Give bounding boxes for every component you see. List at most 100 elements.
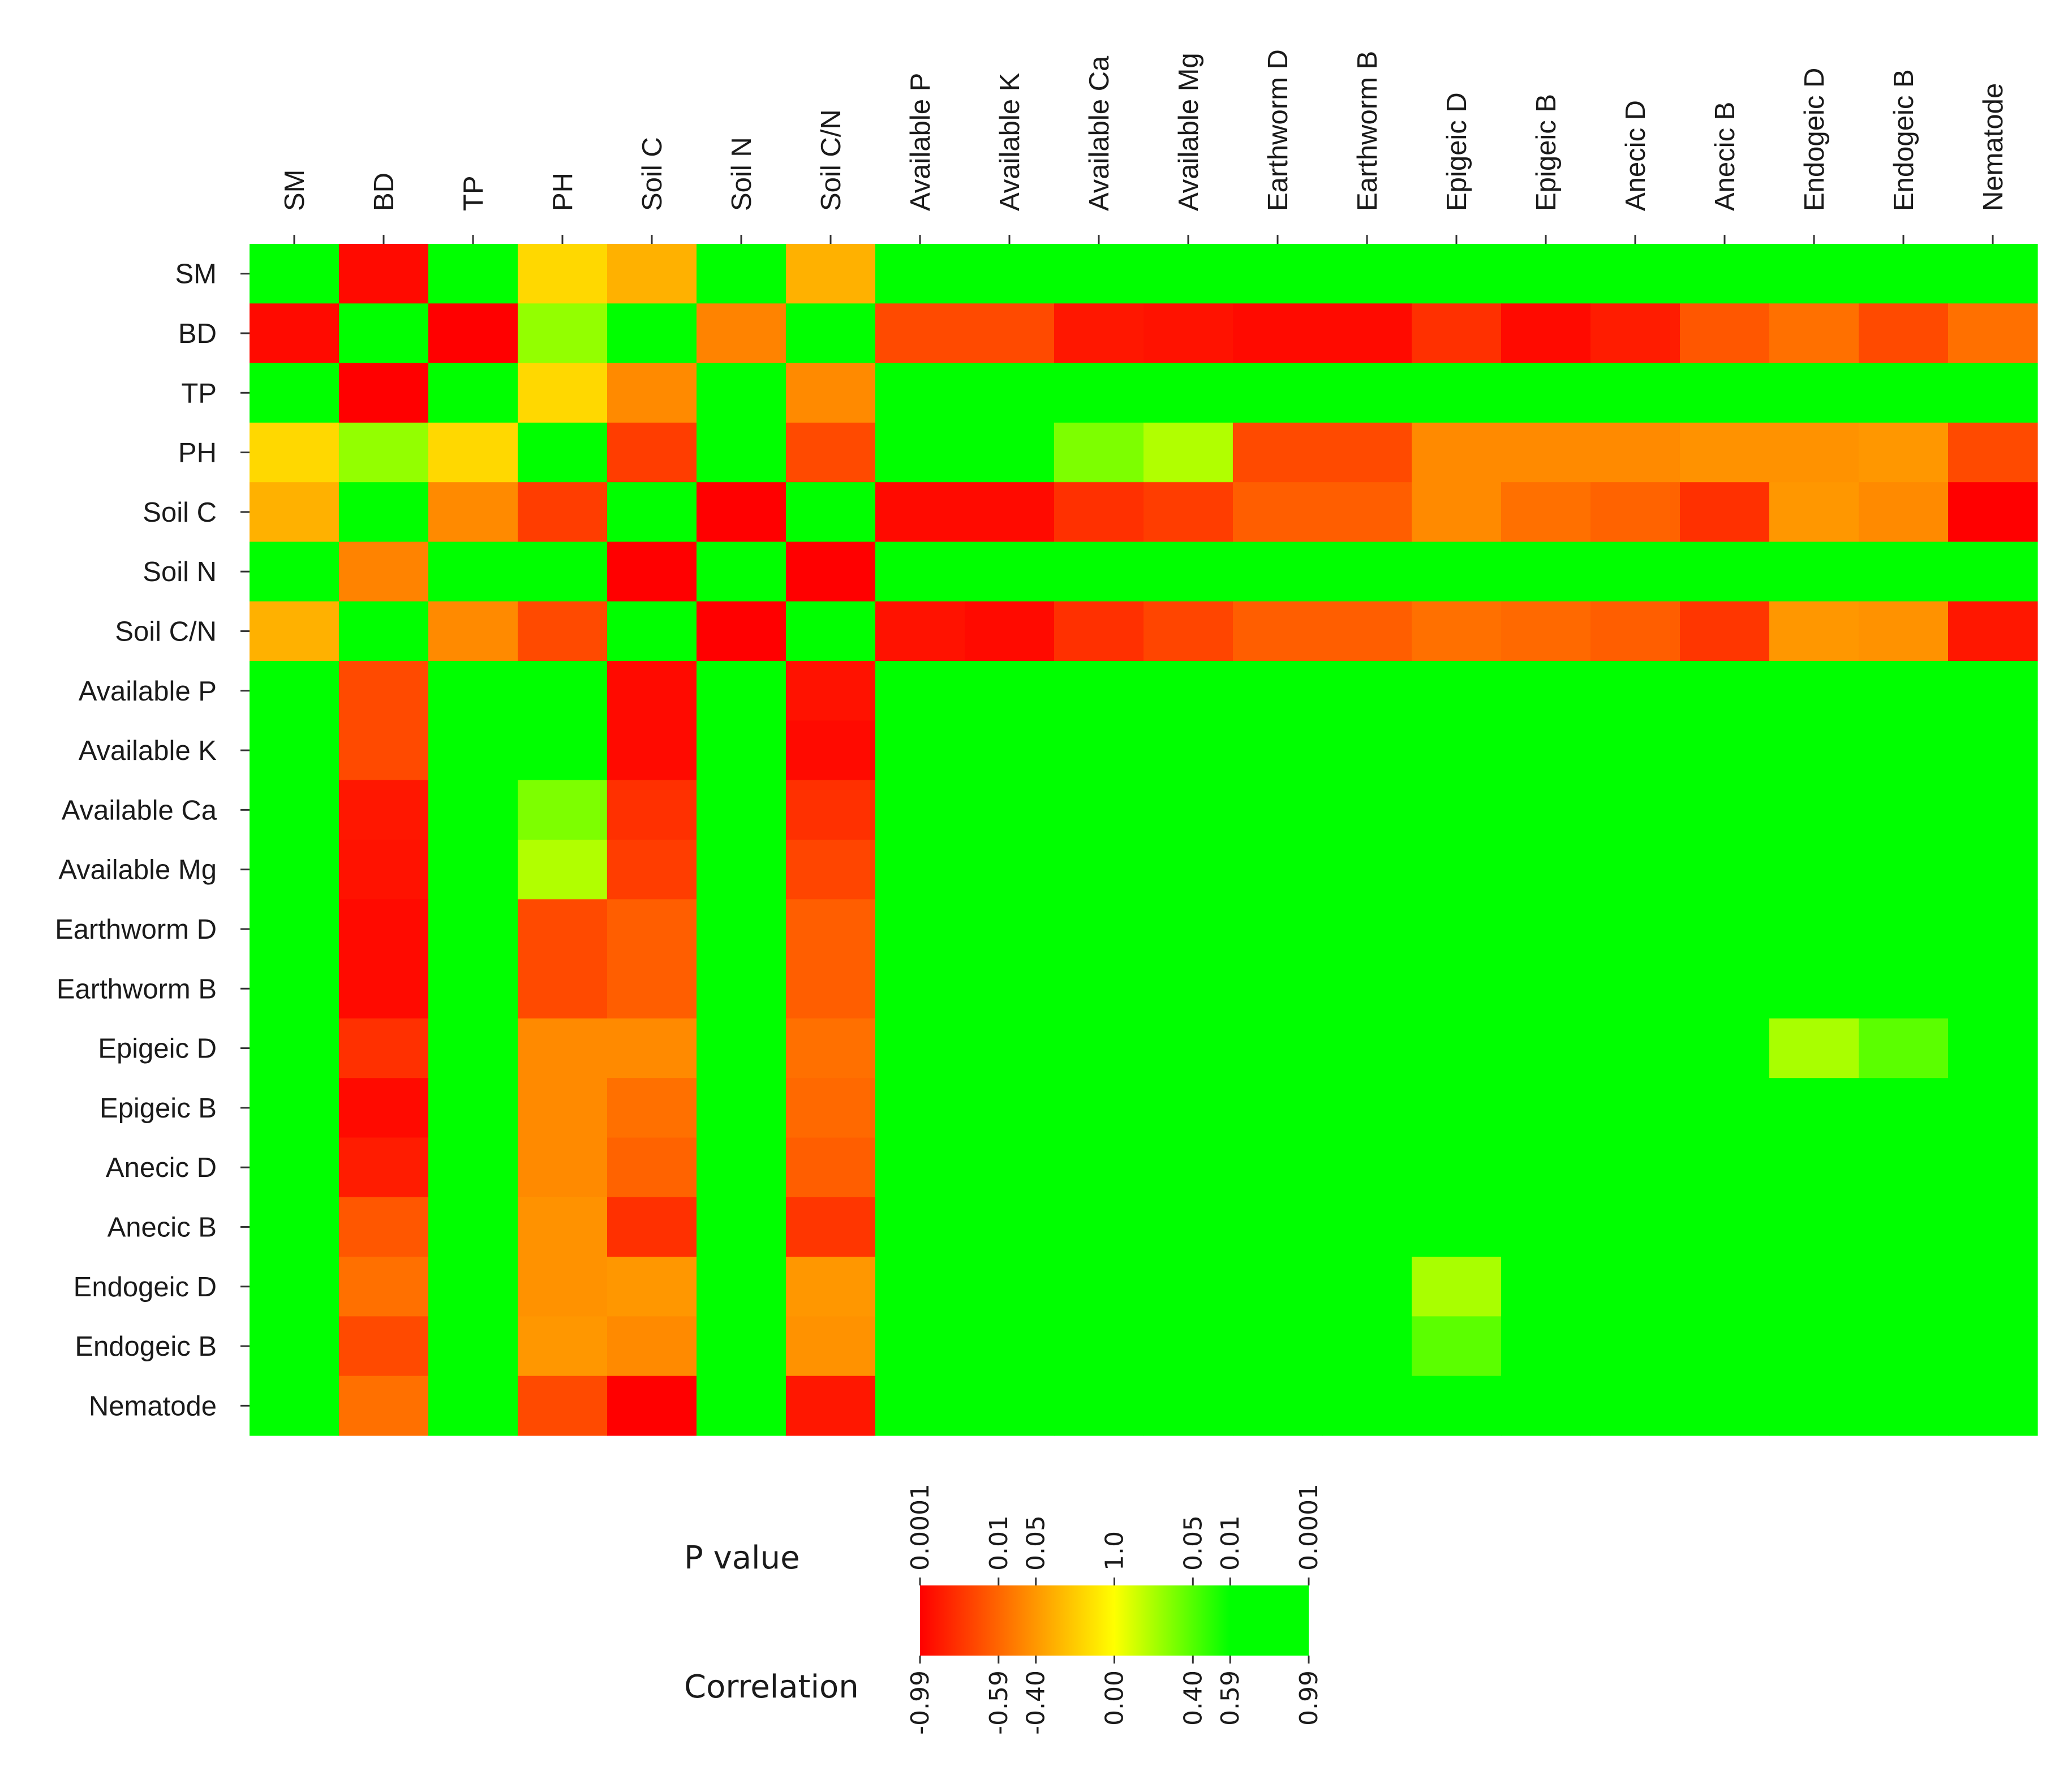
heatmap-cell (1322, 780, 1412, 840)
heatmap-cell (697, 363, 786, 423)
heatmap-cell (1233, 363, 1323, 423)
heatmap-cell (607, 422, 697, 483)
heatmap-cell (1680, 720, 1770, 781)
heatmap-cell (339, 1018, 429, 1078)
heatmap-cell (965, 244, 1055, 304)
legend-p-ticks: 0.0001 0.01 0.05 1.0 0.05 0.01 0.0001 (906, 1484, 1323, 1585)
heatmap-cell (965, 1197, 1055, 1257)
heatmap-cell (1144, 1137, 1233, 1198)
heatmap-cell (1501, 1018, 1591, 1078)
heatmap-cell (1144, 422, 1233, 483)
heatmap-cell (875, 1197, 965, 1257)
heatmap-cell (786, 1316, 876, 1377)
heatmap-cell (250, 720, 339, 781)
legend-p-label: 0.05 (1179, 1515, 1207, 1571)
heatmap-cell (1144, 303, 1233, 364)
heatmap-cell (1590, 840, 1680, 900)
heatmap-cell (875, 1257, 965, 1317)
heatmap-cell (697, 244, 786, 304)
heatmap-cell (428, 482, 518, 543)
heatmap-cell (1501, 541, 1591, 602)
heatmap-cell (1501, 244, 1591, 304)
heatmap-cell (607, 1018, 697, 1078)
heatmap-cell (875, 899, 965, 960)
heatmap-cell (1054, 482, 1144, 543)
heatmap-cell (1501, 1376, 1591, 1436)
heatmap-cell (1233, 1197, 1323, 1257)
legend-p-label: 0.0001 (906, 1484, 935, 1571)
heatmap-cell (875, 720, 965, 781)
heatmap-cell (1054, 899, 1144, 960)
heatmap-cell (1769, 422, 1859, 483)
heatmap-cell (786, 363, 876, 423)
row-label: Available Mg (58, 855, 217, 886)
heatmap-cell (697, 1078, 786, 1138)
heatmap-cell (1680, 840, 1770, 900)
heatmap-cell (1948, 541, 2038, 602)
heatmap-cell (1054, 303, 1144, 364)
heatmap-cell (965, 1316, 1055, 1377)
heatmap-cell (607, 661, 697, 721)
heatmap-cell (1144, 482, 1233, 543)
heatmap-cell (1322, 541, 1412, 602)
heatmap-cell (518, 1376, 608, 1436)
heatmap-cell (1680, 1137, 1770, 1198)
heatmap-cell (1144, 1018, 1233, 1078)
heatmap-cell (1054, 959, 1144, 1019)
heatmap-cell (1412, 1137, 1502, 1198)
heatmap-cell (1859, 1197, 1949, 1257)
row-label: Epigeic B (100, 1093, 217, 1124)
heatmap-cell (875, 959, 965, 1019)
heatmap-cell (1233, 1018, 1323, 1078)
legend-p-label: 0.01 (1216, 1515, 1245, 1571)
heatmap-cell (1322, 1197, 1412, 1257)
heatmap-cell (1144, 541, 1233, 602)
heatmap-cell (1769, 899, 1859, 960)
heatmap-cell (250, 1078, 339, 1138)
heatmap-cell (1769, 1316, 1859, 1377)
heatmap-cell (518, 244, 608, 304)
heatmap-cell (518, 1078, 608, 1138)
heatmap-cell (1233, 1316, 1323, 1377)
heatmap-cell (1412, 303, 1502, 364)
heatmap-cell (250, 959, 339, 1019)
heatmap-cell (1144, 959, 1233, 1019)
heatmap-cell (1590, 244, 1680, 304)
heatmap-cell (786, 720, 876, 781)
row-label: Available P (79, 676, 217, 707)
heatmap-cell (697, 303, 786, 364)
heatmap-cell (965, 303, 1055, 364)
heatmap-cell (607, 959, 697, 1019)
heatmap-cell (1501, 363, 1591, 423)
heatmap-cell (1590, 1376, 1680, 1436)
heatmap-cell (697, 1316, 786, 1377)
legend-correlation-ticks: -0.99 -0.59 -0.40 0.00 0.40 0.59 0.99 (906, 1656, 1323, 1735)
heatmap-cell (1680, 303, 1770, 364)
row-label: Anecic B (108, 1212, 217, 1243)
heatmap-cell (607, 1257, 697, 1317)
heatmap-cell (518, 541, 608, 602)
heatmap-cell (518, 1316, 608, 1377)
heatmap-cell (697, 780, 786, 840)
heatmap-cell (1412, 1316, 1502, 1377)
heatmap-cell (1680, 482, 1770, 543)
heatmap-cell (518, 422, 608, 483)
column-label: Available K (995, 72, 1025, 211)
heatmap-cell (428, 601, 518, 661)
heatmap-cell (786, 1137, 876, 1198)
heatmap-cell (1322, 601, 1412, 661)
heatmap-cell (518, 661, 608, 721)
heatmap-cell (1948, 601, 2038, 661)
heatmap-cell (518, 959, 608, 1019)
heatmap-cell (1948, 482, 2038, 543)
heatmap-cell (250, 1316, 339, 1377)
heatmap-cell (965, 720, 1055, 781)
heatmap-cell (786, 422, 876, 483)
heatmap-cell (518, 1197, 608, 1257)
heatmap-cell (786, 1257, 876, 1317)
heatmap-cell (965, 422, 1055, 483)
heatmap-cell (1412, 244, 1502, 304)
row-label: Anecic D (106, 1153, 217, 1183)
heatmap-cell (428, 541, 518, 602)
heatmap-cell (786, 840, 876, 900)
